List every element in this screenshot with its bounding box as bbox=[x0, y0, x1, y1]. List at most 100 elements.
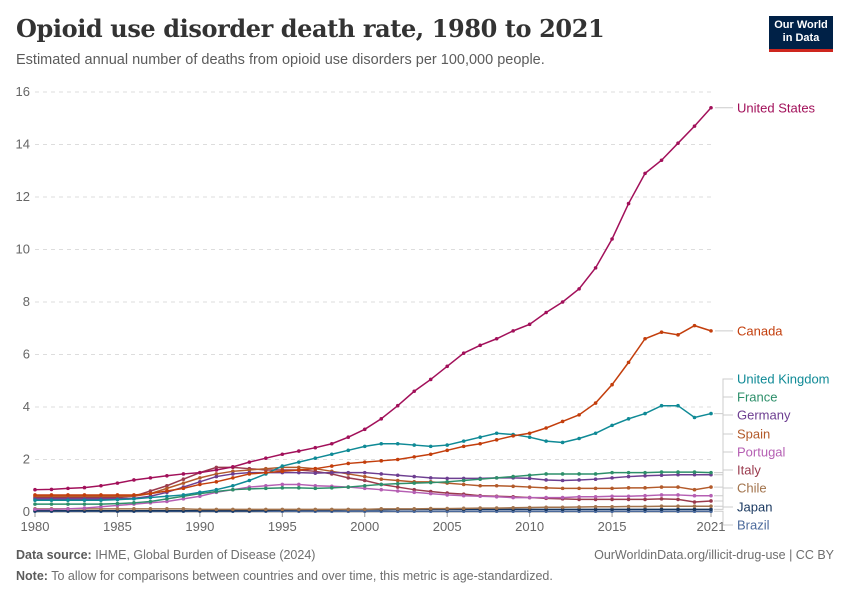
x-tick-label: 2000 bbox=[350, 519, 379, 534]
data-point bbox=[527, 322, 532, 327]
data-point bbox=[428, 491, 433, 496]
data-point bbox=[577, 486, 581, 491]
data-point bbox=[379, 487, 384, 492]
data-point bbox=[560, 505, 565, 510]
data-point bbox=[231, 465, 235, 469]
data-point bbox=[313, 466, 318, 471]
series-label-portugal: Portugal bbox=[737, 445, 786, 460]
data-point bbox=[115, 493, 120, 497]
data-point bbox=[593, 507, 598, 512]
series-united-kingdom bbox=[33, 403, 713, 502]
data-point bbox=[379, 441, 384, 446]
data-point bbox=[610, 504, 614, 509]
data-point bbox=[560, 440, 565, 445]
data-point bbox=[527, 435, 532, 439]
data-point bbox=[165, 486, 169, 491]
y-tick-label: 6 bbox=[23, 347, 30, 362]
line-chart: 0 2 4 6 8 10 12 14 16 1980 1985 1990 1995 2000 2005 20… bbox=[16, 84, 830, 534]
data-point bbox=[626, 497, 631, 502]
x-tick-label: 1990 bbox=[185, 519, 214, 534]
data-point bbox=[362, 427, 367, 432]
data-point bbox=[82, 506, 87, 510]
data-point bbox=[329, 507, 334, 512]
data-point bbox=[626, 474, 631, 479]
data-point bbox=[544, 439, 548, 443]
x-tick-label: 1995 bbox=[268, 519, 297, 534]
data-point bbox=[297, 465, 301, 470]
data-point bbox=[577, 413, 581, 417]
data-point bbox=[593, 504, 598, 509]
data-point bbox=[165, 499, 169, 504]
data-point bbox=[676, 333, 680, 337]
data-point bbox=[280, 507, 285, 512]
label-connector bbox=[714, 487, 733, 507]
data-point bbox=[544, 426, 548, 430]
data-point bbox=[66, 502, 70, 506]
data-point bbox=[412, 455, 417, 459]
data-point bbox=[313, 507, 318, 512]
data-point bbox=[247, 478, 252, 483]
data-point bbox=[610, 507, 614, 512]
data-point bbox=[115, 481, 120, 485]
data-point bbox=[395, 478, 400, 483]
data-point bbox=[560, 478, 565, 483]
data-point bbox=[610, 497, 614, 502]
data-point bbox=[610, 476, 614, 480]
data-point bbox=[297, 482, 301, 487]
data-point bbox=[346, 435, 351, 439]
data-point bbox=[66, 486, 70, 491]
data-point bbox=[527, 473, 532, 478]
y-axis: 0 2 4 6 8 10 12 14 16 bbox=[16, 84, 30, 519]
data-point bbox=[428, 476, 433, 480]
series-line bbox=[35, 483, 711, 511]
data-point bbox=[643, 171, 647, 176]
data-point bbox=[181, 472, 186, 476]
data-point bbox=[297, 460, 301, 464]
data-source: Data source: IHME, Global Burden of Dise… bbox=[16, 548, 315, 562]
data-point bbox=[676, 504, 680, 509]
chart-subtitle: Estimated annual number of deaths from o… bbox=[16, 52, 545, 68]
data-point bbox=[709, 329, 713, 333]
source-url-link[interactable]: OurWorldinData.org/illicit-drug-use | CC… bbox=[594, 548, 834, 562]
data-point bbox=[445, 364, 449, 369]
data-point bbox=[659, 330, 664, 334]
data-point bbox=[709, 105, 713, 110]
data-point bbox=[214, 468, 219, 472]
label-connector bbox=[714, 469, 733, 502]
data-point bbox=[297, 507, 301, 512]
chart-title: Opioid use disorder death rate, 1980 to … bbox=[16, 14, 605, 43]
data-point bbox=[313, 456, 318, 460]
data-point bbox=[148, 491, 153, 496]
data-point bbox=[445, 448, 449, 453]
series-label-united-states: United States bbox=[737, 100, 816, 115]
data-point bbox=[247, 472, 252, 476]
data-point bbox=[461, 478, 466, 483]
x-tick-label: 1980 bbox=[21, 519, 50, 534]
data-point bbox=[280, 464, 285, 468]
data-point bbox=[148, 489, 153, 493]
data-point bbox=[511, 484, 515, 489]
data-point bbox=[626, 360, 631, 365]
owid-logo[interactable]: Our World in Data bbox=[769, 16, 833, 52]
data-point bbox=[412, 474, 417, 479]
data-point bbox=[313, 445, 318, 450]
data-point bbox=[709, 485, 713, 489]
data-point bbox=[214, 465, 219, 470]
data-point bbox=[33, 498, 37, 502]
data-point bbox=[231, 507, 235, 512]
data-point bbox=[428, 377, 433, 382]
data-point bbox=[198, 482, 202, 487]
data-point bbox=[280, 482, 285, 487]
data-point bbox=[231, 476, 235, 480]
data-point bbox=[115, 507, 120, 511]
data-point bbox=[527, 505, 532, 510]
data-point bbox=[494, 476, 499, 480]
data-point bbox=[643, 470, 647, 475]
data-point bbox=[626, 504, 631, 509]
y-tick-label: 10 bbox=[16, 242, 30, 257]
data-point bbox=[577, 494, 581, 499]
data-point bbox=[99, 498, 103, 502]
data-point bbox=[412, 507, 417, 511]
data-point bbox=[148, 499, 153, 504]
data-point bbox=[198, 470, 202, 475]
